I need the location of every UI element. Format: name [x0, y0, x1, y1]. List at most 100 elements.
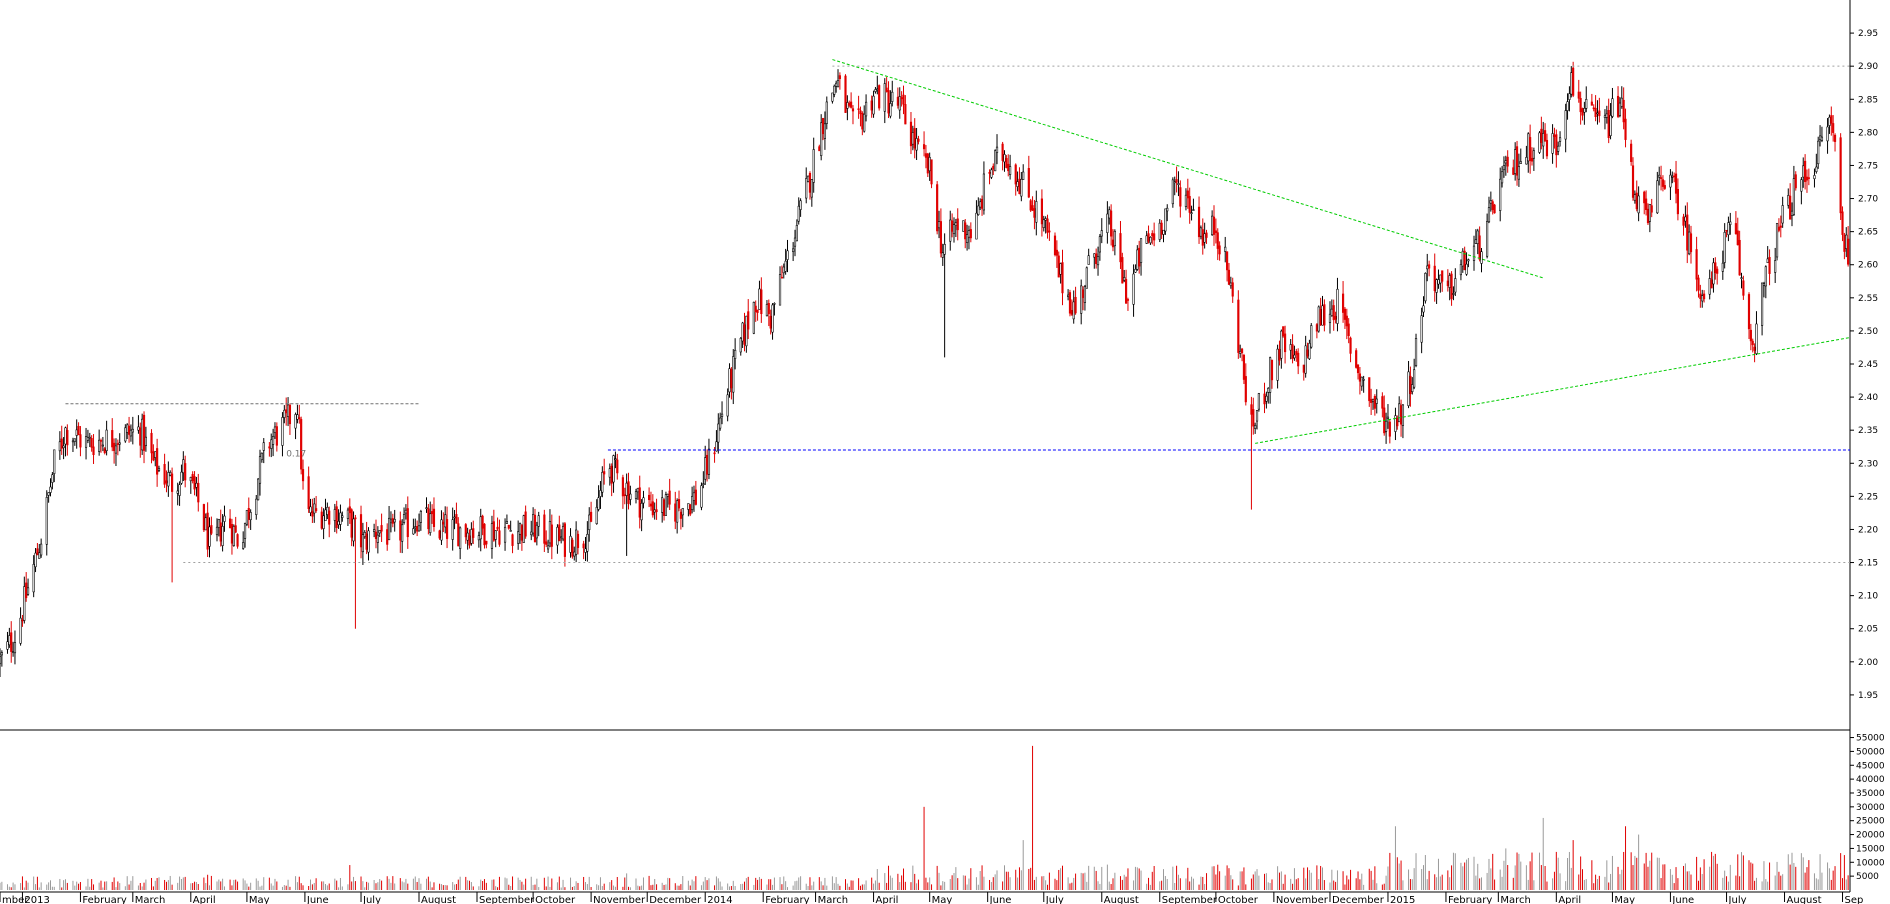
candle-body: [795, 225, 798, 242]
candle-body: [691, 496, 694, 510]
candle-body: [348, 506, 351, 514]
candle-body: [702, 483, 705, 485]
candle-body: [1585, 99, 1588, 109]
candle-body: [533, 514, 537, 543]
candle-body: [651, 501, 654, 516]
candle-body: [171, 473, 174, 492]
candle-body: [653, 509, 656, 513]
candle-body: [427, 508, 430, 530]
candle-body: [1211, 215, 1214, 235]
candle-body: [92, 446, 95, 456]
candle-body: [1113, 230, 1116, 247]
candle-body: [1813, 175, 1816, 180]
candle-body: [464, 524, 467, 538]
candle-body: [1577, 91, 1580, 99]
candle-body: [1145, 235, 1148, 244]
candle-body: [1807, 177, 1810, 179]
candle-body: [1212, 216, 1216, 235]
candle-body: [34, 552, 37, 568]
candle-body: [1016, 181, 1019, 187]
candle-body: [350, 509, 353, 538]
candle-body: [1607, 110, 1610, 138]
candle-body: [242, 542, 245, 549]
candle-body: [563, 523, 566, 557]
candle-body: [1059, 263, 1062, 275]
x-tick-label: August: [1787, 895, 1822, 904]
candle-body: [522, 515, 525, 543]
candle-body: [286, 404, 290, 417]
candle-body: [301, 469, 305, 482]
candle-body: [614, 458, 617, 460]
candle-body: [432, 508, 436, 527]
candle-body: [208, 526, 211, 547]
price-y-tick-label: 1.95: [1858, 691, 1878, 701]
candle-body: [1227, 269, 1231, 285]
candle-body: [328, 510, 331, 525]
candle-body: [1631, 165, 1635, 198]
candle-body: [952, 224, 956, 235]
candle-body: [1252, 409, 1255, 427]
candle-body: [1396, 418, 1399, 427]
candle-body: [234, 525, 237, 533]
candle-body: [629, 493, 632, 500]
candle-body: [380, 525, 383, 532]
candle-body: [1085, 267, 1088, 289]
candle-body: [1658, 174, 1661, 178]
candle-body: [399, 520, 402, 541]
candle-body: [1229, 282, 1232, 287]
x-tick-label: mber: [2, 895, 29, 904]
candle-body: [354, 517, 357, 520]
candle-body: [1695, 249, 1698, 280]
candle-body: [844, 75, 847, 113]
candle-body: [1080, 285, 1083, 314]
price-y-tick-label: 2.50: [1858, 327, 1878, 337]
candle-body: [1224, 246, 1227, 252]
candle-body: [1242, 354, 1246, 380]
candle-body: [1370, 399, 1373, 403]
candle-body: [917, 138, 920, 142]
candle-body: [389, 519, 393, 523]
candle-body: [859, 110, 862, 115]
candle-body: [419, 511, 422, 523]
candle-body: [1095, 253, 1098, 265]
candle-body: [1555, 134, 1558, 156]
candle-body: [1527, 133, 1530, 162]
candle-body: [1777, 226, 1781, 231]
candle-body: [1764, 266, 1767, 287]
candle-body: [118, 442, 121, 445]
candle-body: [113, 442, 116, 451]
candle-body: [1725, 229, 1728, 232]
candle-body: [1003, 154, 1006, 163]
candle-body: [1061, 262, 1064, 294]
candle-body: [1465, 263, 1468, 275]
candle-body: [1491, 201, 1494, 211]
candle-body: [954, 222, 957, 226]
volume-y-tick-label: 45000: [1856, 761, 1885, 771]
candle-body: [1139, 238, 1143, 263]
candle-body: [891, 91, 894, 102]
candle-body: [154, 451, 157, 458]
price-y-tick-label: 2.05: [1858, 625, 1878, 635]
candle-body: [575, 529, 578, 555]
candle-body: [1055, 249, 1058, 256]
candle-body: [797, 205, 800, 222]
candle-body: [937, 221, 941, 229]
candle-body: [1592, 107, 1595, 110]
candle-body: [1487, 207, 1491, 223]
candle-body: [941, 252, 944, 258]
candle-body: [1399, 405, 1403, 425]
candle-body: [1815, 166, 1818, 172]
candle-body: [505, 521, 509, 524]
candle-body: [1111, 239, 1115, 248]
candle-body: [326, 506, 329, 515]
candle-body: [535, 524, 538, 539]
candle-body: [477, 535, 480, 541]
candle-body: [1805, 176, 1809, 181]
candle-body: [939, 221, 942, 254]
candle-body: [648, 494, 651, 501]
candle-body: [131, 428, 134, 433]
candle-body: [982, 173, 986, 211]
candle-body: [1768, 257, 1771, 274]
candle-body: [805, 178, 808, 199]
